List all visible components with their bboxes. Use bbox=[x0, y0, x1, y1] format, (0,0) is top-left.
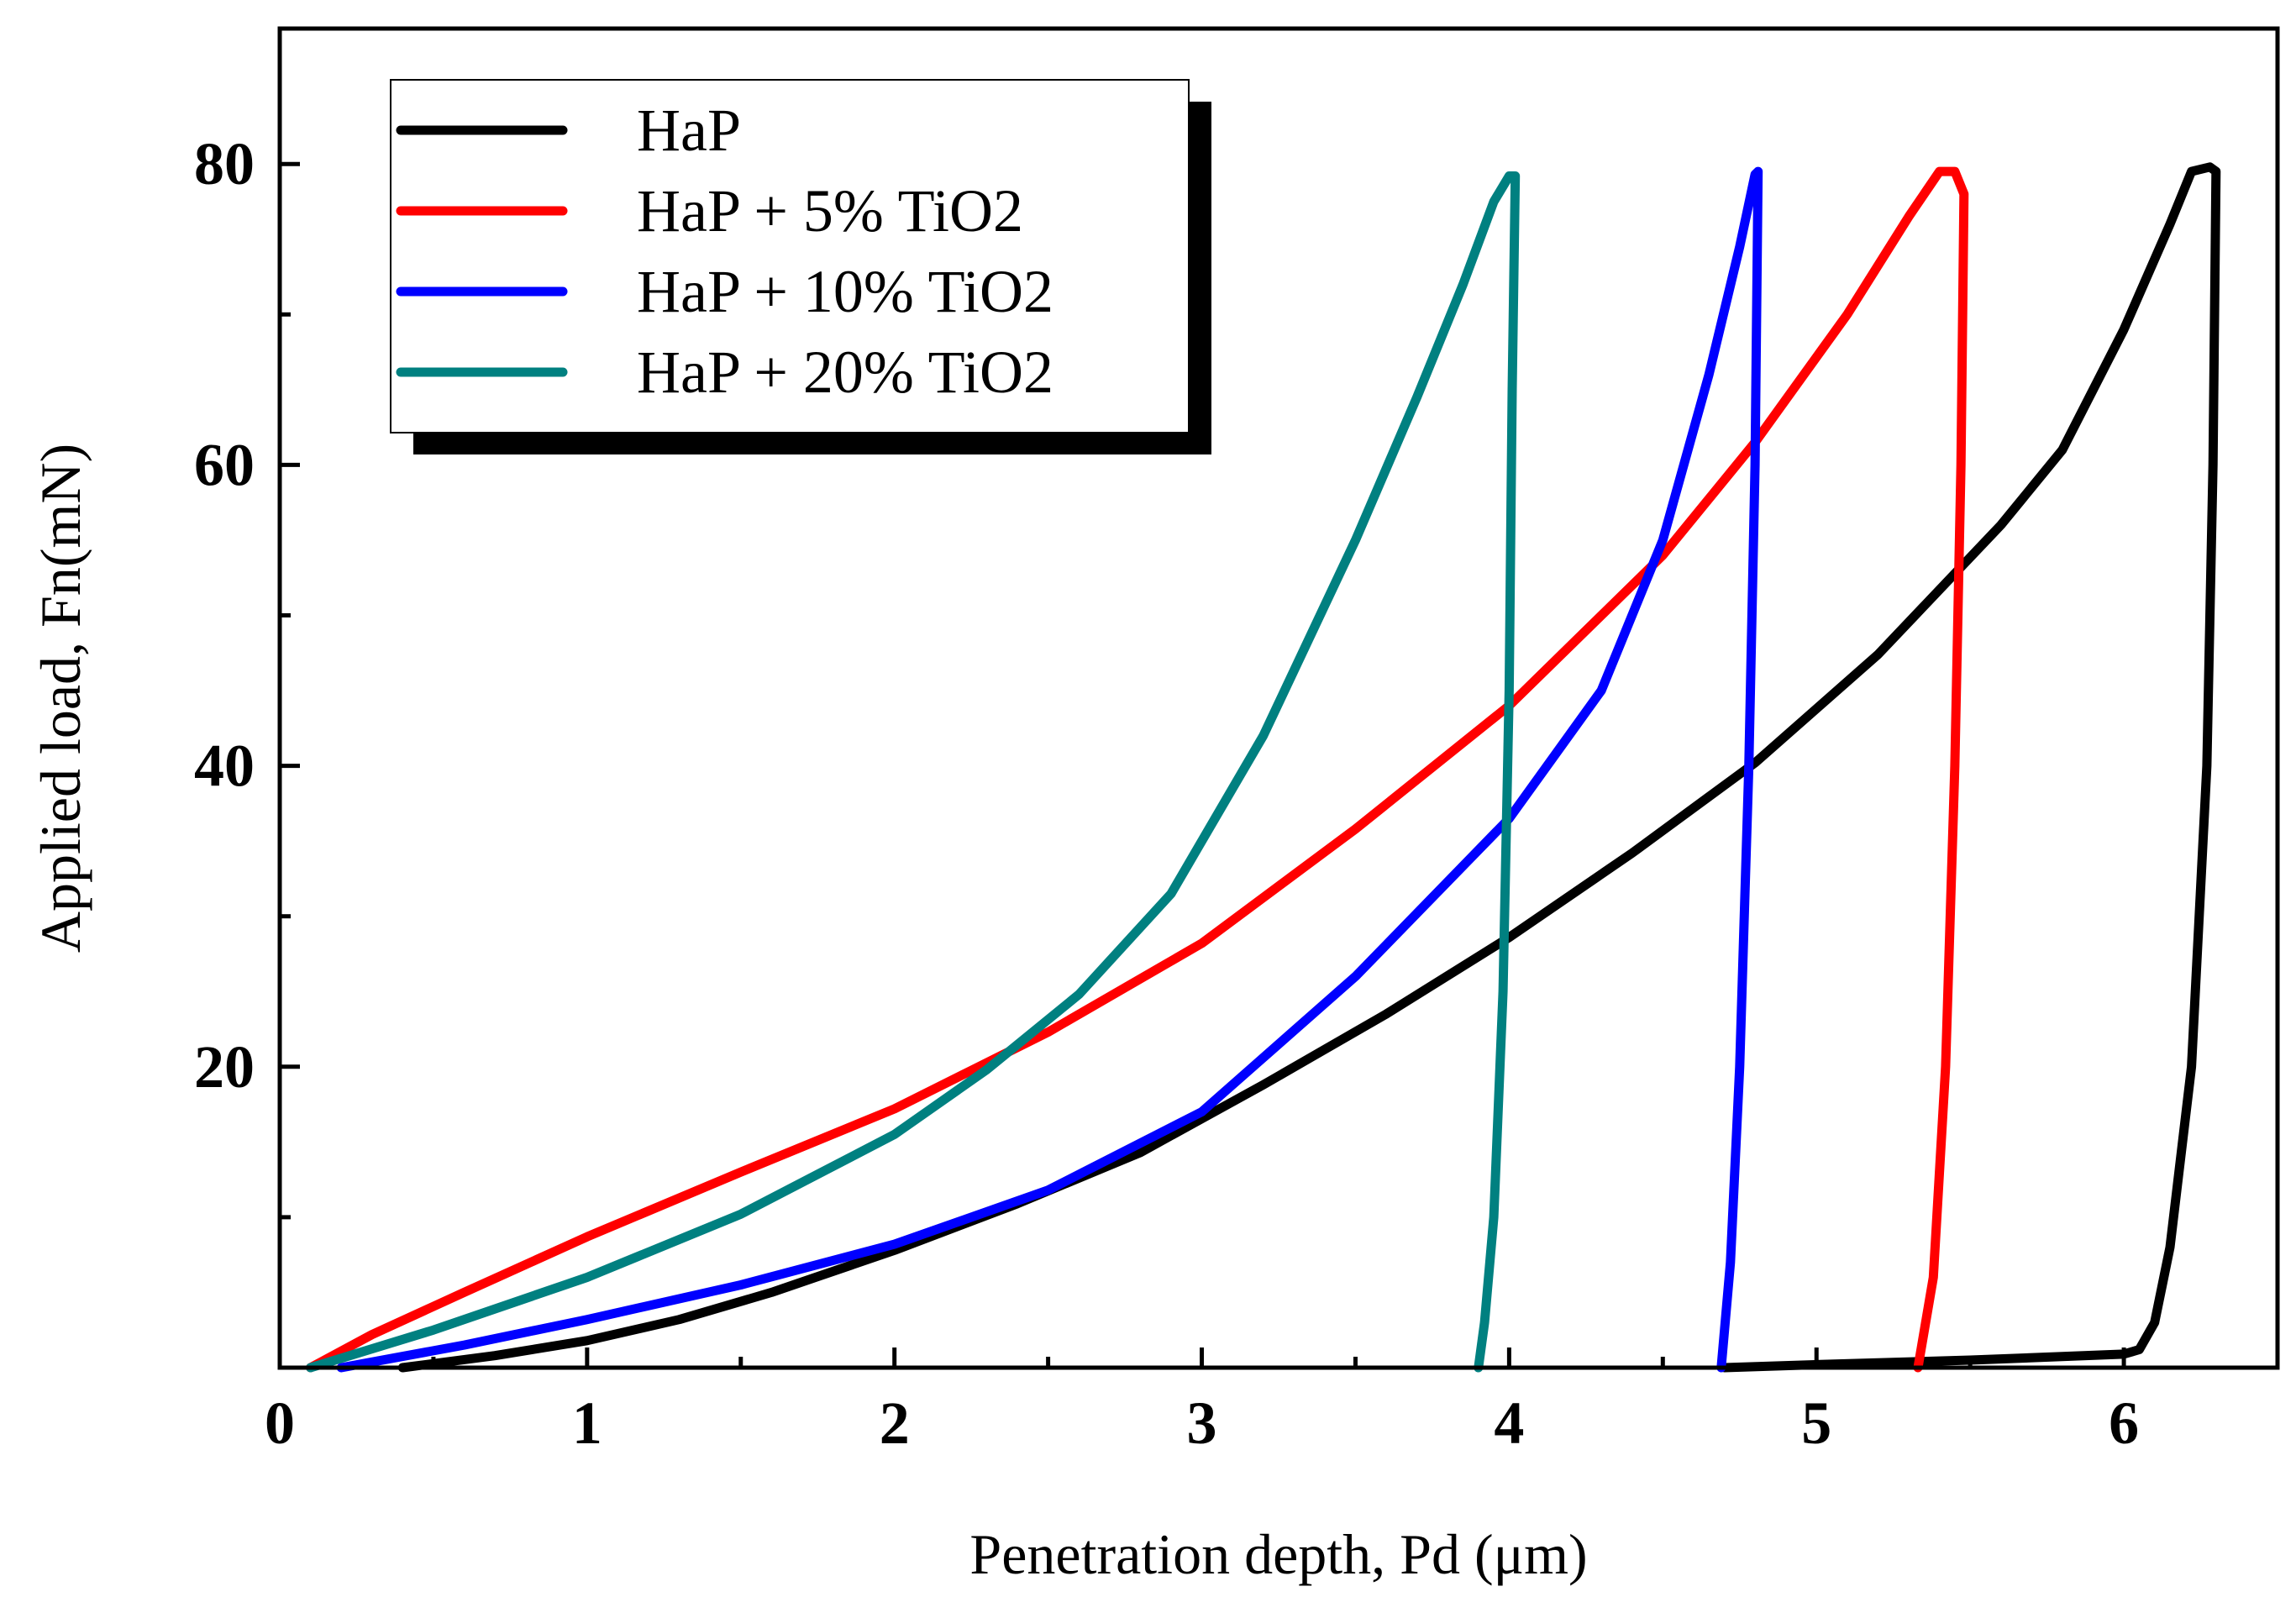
series-line-2 bbox=[336, 166, 1763, 1373]
legend-label-2: HaP + 10% TiO2 bbox=[637, 258, 1053, 325]
y-tick-label: 80 bbox=[194, 130, 255, 197]
y-tick-label: 20 bbox=[194, 1033, 255, 1101]
x-tick-label: 5 bbox=[1801, 1389, 1831, 1457]
series-line-0 bbox=[397, 162, 2221, 1373]
legend-label-3: HaP + 20% TiO2 bbox=[637, 339, 1053, 406]
x-tick-label: 0 bbox=[265, 1389, 295, 1457]
x-tick-label: 2 bbox=[880, 1389, 910, 1457]
y-tick-label: 60 bbox=[194, 431, 255, 498]
legend-label-1: HaP + 5% TiO2 bbox=[637, 177, 1023, 244]
series-line-3 bbox=[306, 171, 1521, 1373]
plot-frame bbox=[277, 26, 2280, 1370]
x-tick-label: 3 bbox=[1187, 1389, 1217, 1457]
series-line-1 bbox=[306, 166, 1969, 1373]
legend: HaP HaP + 5% TiO2 HaP + 10% TiO2 HaP + 20% … bbox=[390, 79, 1211, 454]
axis-tick-labels: 0 1 2 3 4 5 6 20 40 60 80 bbox=[194, 130, 2139, 1457]
x-axis-title: Penetration depth, Pd (μm) bbox=[969, 1522, 1587, 1586]
series-group bbox=[306, 162, 2221, 1373]
x-tick-label: 6 bbox=[2109, 1389, 2139, 1457]
axis-ticks bbox=[277, 161, 2126, 1368]
legend-label-0: HaP bbox=[637, 97, 741, 164]
y-tick-label: 40 bbox=[194, 733, 255, 800]
x-tick-label: 1 bbox=[572, 1389, 602, 1457]
x-tick-label: 4 bbox=[1494, 1389, 1524, 1457]
y-axis-title: Applied load, Fn(mN) bbox=[29, 444, 92, 953]
